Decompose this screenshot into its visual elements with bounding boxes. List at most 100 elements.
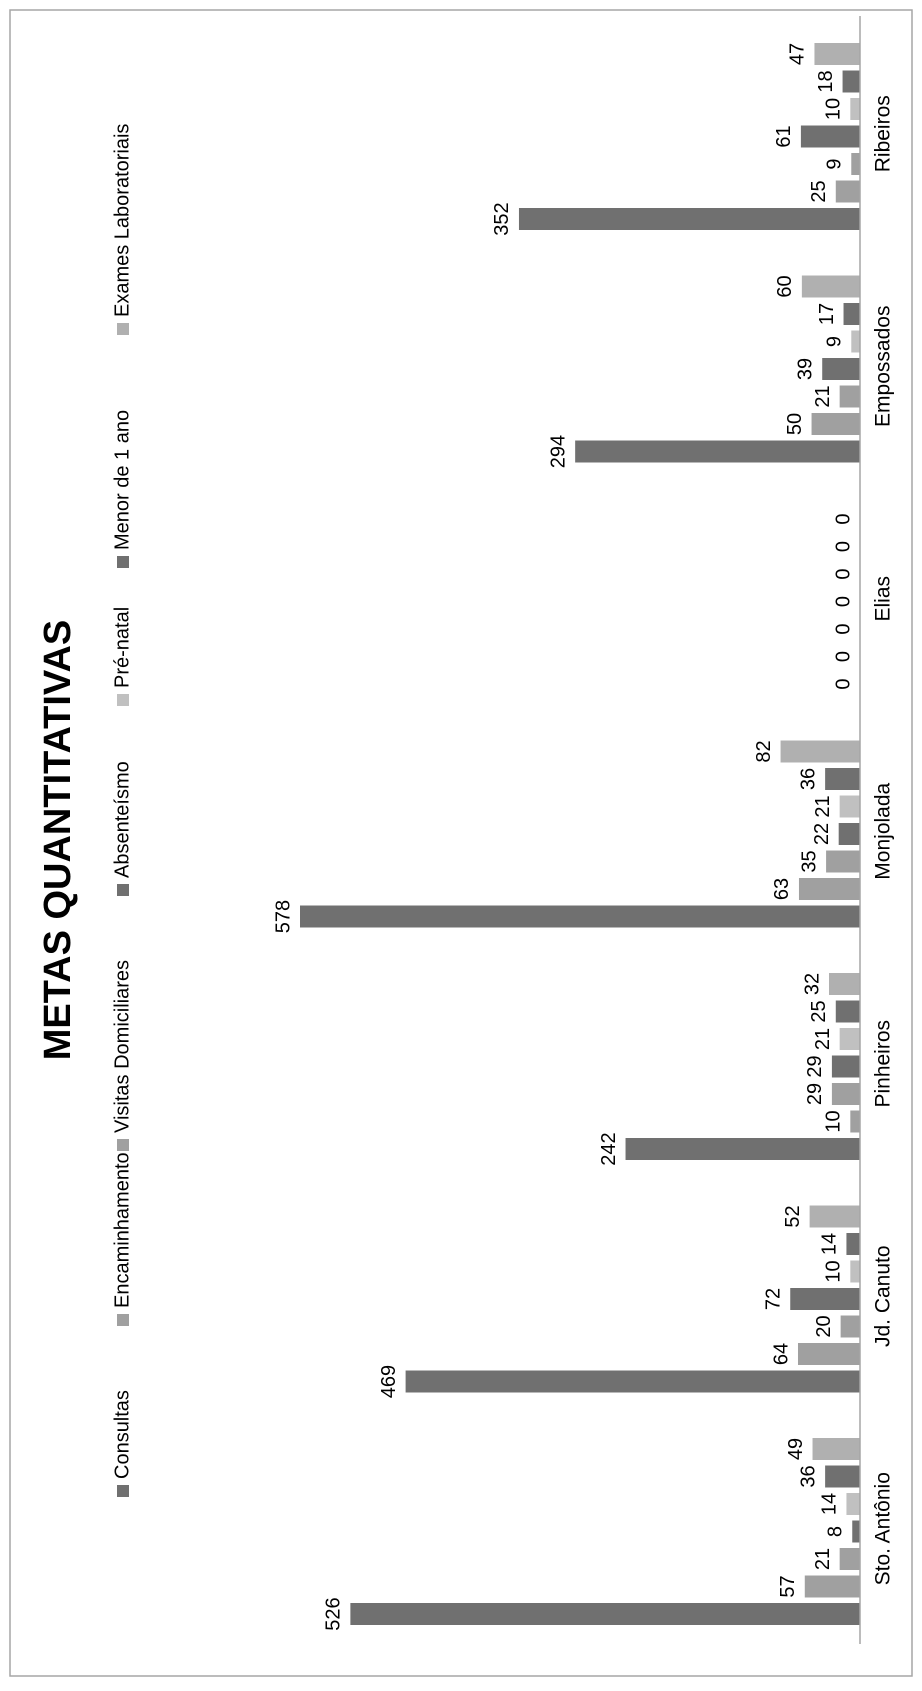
value-label-encaminhamento-ribeiros: 25	[808, 180, 830, 202]
bar-exames-laboratoriais-sto-antonio	[812, 1438, 860, 1460]
value-label-absenteismo-ribeiros: 61	[773, 125, 795, 147]
value-label-absenteismo-elias: 0	[832, 596, 854, 607]
value-label-visitas-domiciliares-empossados: 21	[812, 385, 834, 407]
value-label-pre-natal-sto-antonio: 14	[819, 1493, 841, 1515]
value-label-consultas-empossados: 294	[547, 435, 569, 468]
bar-visitas-domiciliares-monjolada	[826, 850, 860, 873]
value-label-consultas-jd-canuto: 469	[378, 1365, 400, 1398]
category-label-jd-canuto: Jd. Canuto	[872, 1245, 895, 1347]
legend-label-exames-laboratoriais: Exames Laboratoriais	[111, 124, 133, 317]
bar-consultas-jd-canuto	[405, 1370, 860, 1393]
bar-pre-natal-sto-antonio	[846, 1493, 860, 1515]
value-label-visitas-domiciliares-pinheiros: 29	[804, 1083, 826, 1105]
bar-consultas-ribeiros	[518, 208, 860, 230]
category-labels: Sto. Antônio Jd. Canuto Pinheiros Monjolada…	[872, 95, 895, 1585]
legend-label-absenteismo: Absenteísmo	[111, 761, 133, 878]
category-label-empossados: Empossados	[872, 306, 895, 427]
legend-label-encaminhamento: Encaminhamento	[111, 1152, 133, 1308]
bar-menor-de-1-ano-jd-canuto	[846, 1233, 860, 1255]
value-label-visitas-domiciliares-sto-antonio: 21	[812, 1548, 834, 1570]
value-label-consultas-sto-antonio: 526	[323, 1597, 345, 1630]
bar-menor-de-1-ano-pinheiros	[835, 1000, 860, 1023]
value-label-visitas-domiciliares-elias: 0	[832, 623, 854, 634]
bar-menor-de-1-ano-sto-antonio	[825, 1465, 860, 1488]
value-label-menor-de-1-ano-ribeiros: 18	[815, 70, 837, 92]
value-label-exames-laboratoriais-empossados: 60	[774, 275, 796, 297]
bar-menor-de-1-ano-empossados	[843, 303, 860, 325]
value-label-consultas-elias: 0	[832, 678, 854, 689]
legend-label-pre-natal: Pré-natal	[111, 607, 133, 688]
value-label-encaminhamento-jd-canuto: 64	[770, 1343, 792, 1365]
legend-swatch-pre-natal	[117, 694, 129, 706]
bar-pre-natal-pinheiros	[839, 1028, 860, 1050]
value-label-consultas-pinheiros: 242	[598, 1132, 620, 1165]
bar-absenteismo-ribeiros	[800, 125, 860, 148]
bar-menor-de-1-ano-monjolada	[825, 768, 860, 790]
category-label-elias: Elias	[872, 576, 895, 622]
value-label-visitas-domiciliares-monjolada: 35	[798, 850, 820, 872]
bar-consultas-sto-antonio	[350, 1603, 860, 1625]
legend-label-consultas: Consultas	[111, 1390, 133, 1479]
bar-visitas-domiciliares-ribeiros	[851, 153, 860, 175]
bar-exames-laboratoriais-empossados	[801, 275, 860, 298]
bar-visitas-domiciliares-jd-canuto	[840, 1315, 860, 1338]
value-label-pre-natal-pinheiros: 21	[812, 1028, 834, 1050]
bar-exames-laboratoriais-pinheiros	[828, 973, 860, 995]
legend-swatch-menor-de-1-ano	[117, 556, 129, 568]
value-label-encaminhamento-pinheiros: 10	[823, 1110, 845, 1132]
bar-consultas-pinheiros	[625, 1138, 860, 1160]
bar-visitas-domiciliares-sto-antonio	[839, 1548, 860, 1570]
value-label-menor-de-1-ano-elias: 0	[832, 541, 854, 552]
value-label-consultas-ribeiros: 352	[491, 202, 513, 235]
bar-encaminhamento-ribeiros	[835, 180, 860, 203]
legend-label-menor-de-1-ano: Menor de 1 ano	[111, 410, 133, 550]
category-label-monjolada: Monjolada	[872, 782, 895, 879]
bar-visitas-domiciliares-pinheiros	[831, 1083, 860, 1105]
value-label-pre-natal-elias: 0	[832, 568, 854, 579]
value-label-consultas-monjolada: 578	[272, 900, 294, 933]
bar-encaminhamento-pinheiros	[850, 1110, 860, 1133]
value-label-encaminhamento-sto-antonio: 57	[777, 1575, 799, 1597]
value-label-menor-de-1-ano-monjolada: 36	[797, 768, 819, 790]
category-label-pinheiros: Pinheiros	[872, 1020, 895, 1108]
chart-border	[9, 9, 913, 1677]
legend-swatch-exames-laboratoriais	[117, 323, 129, 335]
value-label-exames-laboratoriais-jd-canuto: 52	[782, 1205, 804, 1227]
bar-pre-natal-ribeiros	[850, 98, 860, 120]
value-label-menor-de-1-ano-jd-canuto: 14	[819, 1233, 841, 1255]
legend-swatch-visitas-domiciliares	[117, 1139, 129, 1151]
bar-encaminhamento-empossados	[811, 413, 860, 435]
value-label-encaminhamento-empossados: 50	[784, 413, 806, 435]
bar-encaminhamento-sto-antonio	[804, 1575, 860, 1598]
value-label-menor-de-1-ano-empossados: 17	[816, 303, 838, 325]
legend-swatch-absenteismo	[117, 884, 129, 896]
bar-exames-laboratoriais-jd-canuto	[809, 1205, 860, 1228]
legend: Consultas Encaminhamento Visitas Domicilia…	[111, 124, 133, 1497]
value-label-exames-laboratoriais-pinheiros: 32	[801, 973, 823, 995]
value-label-encaminhamento-monjolada: 63	[771, 878, 793, 900]
bar-visitas-domiciliares-empossados	[839, 385, 860, 408]
value-label-absenteismo-monjolada: 22	[811, 823, 833, 845]
bar-absenteismo-jd-canuto	[790, 1288, 860, 1310]
bar-menor-de-1-ano-ribeiros	[842, 70, 860, 93]
bar-pre-natal-monjolada	[839, 795, 860, 818]
legend-label-visitas-domiciliares: Visitas Domiciliares	[111, 960, 133, 1133]
value-label-absenteismo-pinheiros: 29	[804, 1055, 826, 1077]
value-labels: 5265721814364946964207210145224210292921…	[272, 43, 854, 1631]
value-label-pre-natal-monjolada: 21	[812, 795, 834, 817]
bar-exames-laboratoriais-ribeiros	[814, 43, 860, 65]
value-label-absenteismo-sto-antonio: 8	[825, 1526, 847, 1537]
value-label-exames-laboratoriais-monjolada: 82	[753, 740, 775, 762]
value-label-encaminhamento-elias: 0	[832, 651, 854, 662]
bar-absenteismo-monjolada	[838, 823, 860, 845]
bar-encaminhamento-monjolada	[798, 878, 860, 900]
bars	[300, 43, 860, 1625]
value-label-visitas-domiciliares-jd-canuto: 20	[813, 1315, 835, 1337]
value-label-pre-natal-jd-canuto: 10	[823, 1260, 845, 1282]
value-label-absenteismo-jd-canuto: 72	[763, 1288, 785, 1310]
bar-pre-natal-empossados	[851, 330, 860, 353]
value-label-menor-de-1-ano-pinheiros: 25	[808, 1000, 830, 1022]
category-label-ribeiros: Ribeiros	[872, 95, 895, 172]
